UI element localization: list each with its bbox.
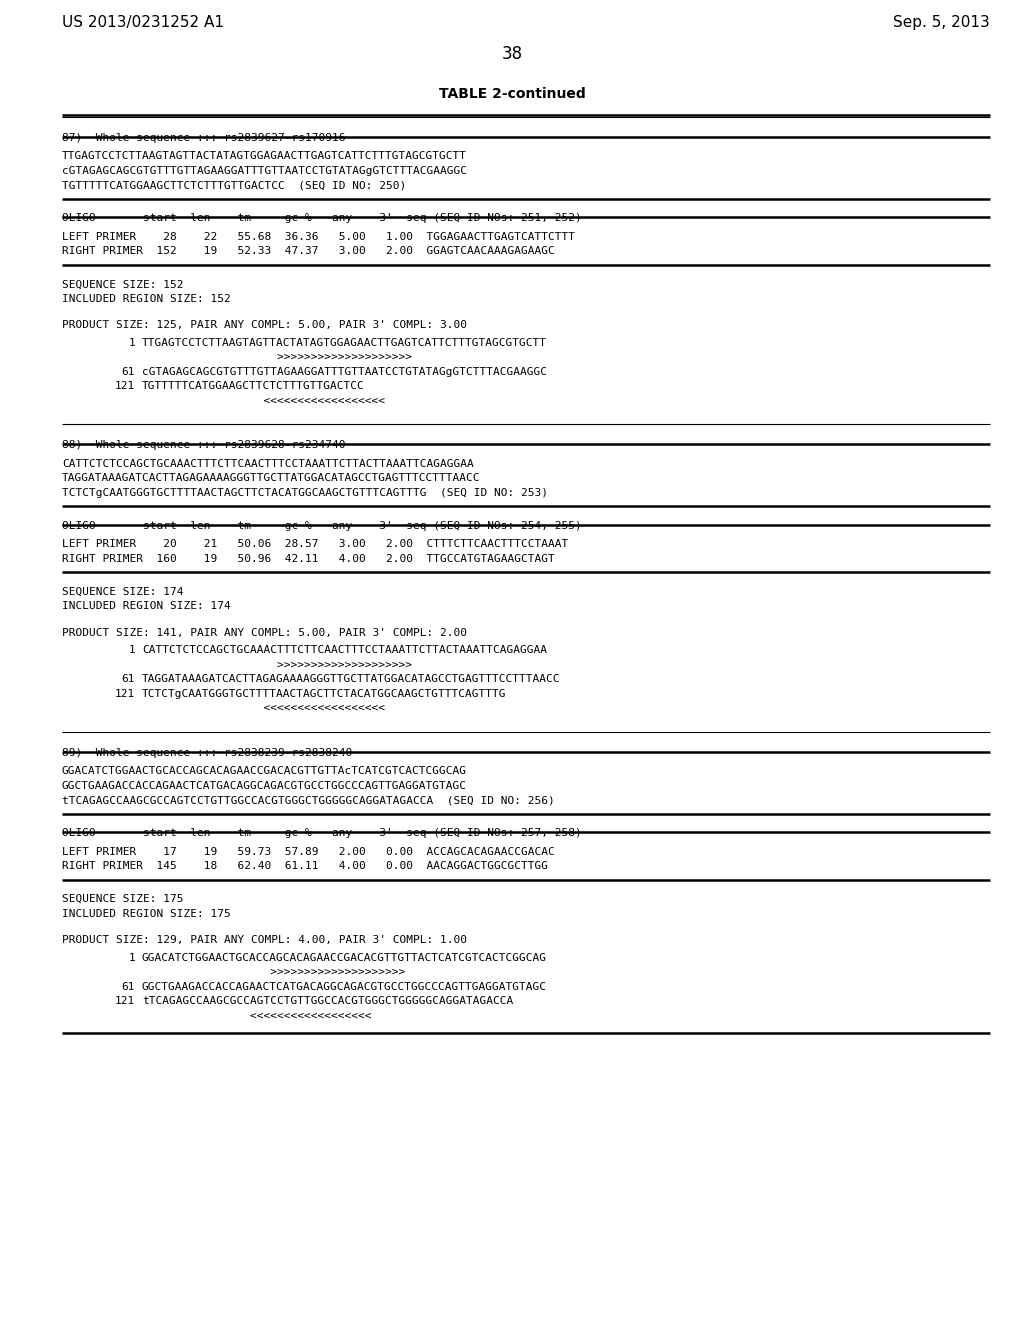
Text: 1: 1 [128, 953, 135, 962]
Text: CATTCTCTCCAGCTGCAAACTTTCTTCAACTTTCCTAAATTCTTACTTAAATTCAGAGGAA: CATTCTCTCCAGCTGCAAACTTTCTTCAACTTTCCTAAAT… [62, 459, 474, 469]
Text: 121: 121 [115, 997, 135, 1006]
Text: >>>>>>>>>>>>>>>>>>>>: >>>>>>>>>>>>>>>>>>>> [142, 968, 406, 977]
Text: INCLUDED REGION SIZE: 152: INCLUDED REGION SIZE: 152 [62, 294, 230, 304]
Text: TAGGATAAAGATCACTTAGAGAAAAGGGTTGCTTATGGACATAGCCTGAGTTTCCTTTAACC: TAGGATAAAGATCACTTAGAGAAAAGGGTTGCTTATGGAC… [142, 675, 560, 684]
Text: LEFT PRIMER    17    19   59.73  57.89   2.00   0.00  ACCAGCACAGAACCGACAC: LEFT PRIMER 17 19 59.73 57.89 2.00 0.00 … [62, 846, 555, 857]
Text: GGCTGAAGACCACCAGAACTCATGACAGGCAGACGTGCCTGGCCCAGTTGAGGATGTAGC: GGCTGAAGACCACCAGAACTCATGACAGGCAGACGTGCCT… [142, 982, 547, 991]
Text: cGTAGAGCAGCGTGTTTGTTAGAAGGATTTGTTAATCCTGTATAGgGTCTTTACGAAGGC: cGTAGAGCAGCGTGTTTGTTAGAAGGATTTGTTAATCCTG… [62, 166, 467, 176]
Text: 61: 61 [122, 675, 135, 684]
Text: >>>>>>>>>>>>>>>>>>>>: >>>>>>>>>>>>>>>>>>>> [142, 352, 412, 363]
Text: 61: 61 [122, 982, 135, 991]
Text: TTGAGTCCTCTTAAGTAGTTACTATAGTGGAGAACTTGAGTCATTCTTTGTAGCGTGCTT: TTGAGTCCTCTTAAGTAGTTACTATAGTGGAGAACTTGAG… [62, 152, 467, 161]
Text: GGACATCTGGAACTGCACCAGCACAGAACCGACACGTTGTTAcTCATCGTCACTCGGCAG: GGACATCTGGAACTGCACCAGCACAGAACCGACACGTTGT… [62, 766, 467, 776]
Text: TCTCTgCAATGGGTGCTTTTAACTAGCTTCTACATGGCAAGCTGTTTCAGTTTG: TCTCTgCAATGGGTGCTTTTAACTAGCTTCTACATGGCAA… [142, 689, 507, 698]
Text: INCLUDED REGION SIZE: 175: INCLUDED REGION SIZE: 175 [62, 908, 230, 919]
Text: 38: 38 [502, 45, 522, 63]
Text: 1: 1 [128, 645, 135, 655]
Text: 88)  Whole sequence ::: rs2839628-rs234740: 88) Whole sequence ::: rs2839628-rs23474… [62, 441, 345, 450]
Text: RIGHT PRIMER  145    18   62.40  61.11   4.00   0.00  AACAGGACTGGCGCTTGG: RIGHT PRIMER 145 18 62.40 61.11 4.00 0.0… [62, 861, 548, 871]
Text: tTCAGAGCCAAGCGCCAGTCCTGTTGGCCACGTGGGCTGGGGGCAGGATAGACCA  (SEQ ID NO: 256): tTCAGAGCCAAGCGCCAGTCCTGTTGGCCACGTGGGCTGG… [62, 795, 555, 805]
Text: SEQUENCE SIZE: 174: SEQUENCE SIZE: 174 [62, 587, 183, 597]
Text: TGTTTTTCATGGAAGCTTCTCTTTGTTGACTCC: TGTTTTTCATGGAAGCTTCTCTTTGTTGACTCC [142, 381, 365, 391]
Text: SEQUENCE SIZE: 175: SEQUENCE SIZE: 175 [62, 894, 183, 904]
Text: 121: 121 [115, 381, 135, 391]
Text: 61: 61 [122, 367, 135, 376]
Text: tTCAGAGCCAAGCGCCAGTCCTGTTGGCCACGTGGGCTGGGGGCAGGATAGACCA: tTCAGAGCCAAGCGCCAGTCCTGTTGGCCACGTGGGCTGG… [142, 997, 513, 1006]
Text: PRODUCT SIZE: 129, PAIR ANY COMPL: 4.00, PAIR 3' COMPL: 1.00: PRODUCT SIZE: 129, PAIR ANY COMPL: 4.00,… [62, 935, 467, 945]
Text: 1: 1 [128, 338, 135, 348]
Text: OLIGO       start  len    tm     gc %   any    3'  seq (SEQ ID NOs: 251, 252): OLIGO start len tm gc % any 3' seq (SEQ … [62, 214, 582, 223]
Text: INCLUDED REGION SIZE: 174: INCLUDED REGION SIZE: 174 [62, 602, 230, 611]
Text: US 2013/0231252 A1: US 2013/0231252 A1 [62, 15, 224, 30]
Text: Sep. 5, 2013: Sep. 5, 2013 [893, 15, 990, 30]
Text: <<<<<<<<<<<<<<<<<<: <<<<<<<<<<<<<<<<<< [142, 704, 385, 713]
Text: TCTCTgCAATGGGTGCTTTTAACTAGCTTCTACATGGCAAGCTGTTTCAGTTTG  (SEQ ID NO: 253): TCTCTgCAATGGGTGCTTTTAACTAGCTTCTACATGGCAA… [62, 488, 548, 498]
Text: 121: 121 [115, 689, 135, 698]
Text: LEFT PRIMER    28    22   55.68  36.36   5.00   1.00  TGGAGAACTTGAGTCATTCTTT: LEFT PRIMER 28 22 55.68 36.36 5.00 1.00 … [62, 232, 575, 242]
Text: LEFT PRIMER    20    21   50.06  28.57   3.00   2.00  CTTTCTTCAACTTTCCTAAAT: LEFT PRIMER 20 21 50.06 28.57 3.00 2.00 … [62, 540, 568, 549]
Text: OLIGO       start  len    tm     gc %   any    3'  seq (SEQ ID NOs: 257, 258): OLIGO start len tm gc % any 3' seq (SEQ … [62, 828, 582, 838]
Text: TTGAGTCCTCTTAAGTAGTTACTATAGTGGAGAACTTGAGTCATTCTTTGTAGCGTGCTT: TTGAGTCCTCTTAAGTAGTTACTATAGTGGAGAACTTGAG… [142, 338, 547, 348]
Text: TAGGATAAAGATCACTTAGAGAAAAGGGTTGCTTATGGACATAGCCTGAGTTTCCTTTAACC: TAGGATAAAGATCACTTAGAGAAAAGGGTTGCTTATGGAC… [62, 474, 480, 483]
Text: PRODUCT SIZE: 141, PAIR ANY COMPL: 5.00, PAIR 3' COMPL: 2.00: PRODUCT SIZE: 141, PAIR ANY COMPL: 5.00,… [62, 628, 467, 638]
Text: cGTAGAGCAGCGTGTTTGTTAGAAGGATTTGTTAATCCTGTATAGgGTCTTTACGAAGGC: cGTAGAGCAGCGTGTTTGTTAGAAGGATTTGTTAATCCTG… [142, 367, 547, 376]
Text: CATTCTCTCCAGCTGCAAACTTTCTTCAACTTTCCTAAATTCTTACTAAATTCAGAGGAA: CATTCTCTCCAGCTGCAAACTTTCTTCAACTTTCCTAAAT… [142, 645, 547, 655]
Text: 87)  Whole sequence ::: rs2839627-rs170916: 87) Whole sequence ::: rs2839627-rs17091… [62, 133, 345, 143]
Text: >>>>>>>>>>>>>>>>>>>>: >>>>>>>>>>>>>>>>>>>> [142, 660, 412, 669]
Text: PRODUCT SIZE: 125, PAIR ANY COMPL: 5.00, PAIR 3' COMPL: 3.00: PRODUCT SIZE: 125, PAIR ANY COMPL: 5.00,… [62, 321, 467, 330]
Text: <<<<<<<<<<<<<<<<<<: <<<<<<<<<<<<<<<<<< [142, 1011, 372, 1020]
Text: GGACATCTGGAACTGCACCAGCACAGAACCGACACGTTGTTACTCATCGTCACTCGGCAG: GGACATCTGGAACTGCACCAGCACAGAACCGACACGTTGT… [142, 953, 547, 962]
Text: RIGHT PRIMER  160    19   50.96  42.11   4.00   2.00  TTGCCATGTAGAAGCTAGT: RIGHT PRIMER 160 19 50.96 42.11 4.00 2.0… [62, 554, 555, 564]
Text: GGCTGAAGACCACCAGAACTCATGACAGGCAGACGTGCCTGGCCCAGTTGAGGATGTAGC: GGCTGAAGACCACCAGAACTCATGACAGGCAGACGTGCCT… [62, 780, 467, 791]
Text: 89)  Whole sequence ::: rs2838239-rs2838240: 89) Whole sequence ::: rs2838239-rs28382… [62, 747, 352, 758]
Text: TABLE 2-continued: TABLE 2-continued [438, 87, 586, 102]
Text: OLIGO       start  len    tm     gc %   any    3'  seq (SEQ ID NOs: 254, 255): OLIGO start len tm gc % any 3' seq (SEQ … [62, 521, 582, 531]
Text: TGTTTTTCATGGAAGCTTCTCTTTGTTGACTCC  (SEQ ID NO: 250): TGTTTTTCATGGAAGCTTCTCTTTGTTGACTCC (SEQ I… [62, 181, 407, 190]
Text: RIGHT PRIMER  152    19   52.33  47.37   3.00   2.00  GGAGTCAACAAAGAGAAGC: RIGHT PRIMER 152 19 52.33 47.37 3.00 2.0… [62, 247, 555, 256]
Text: <<<<<<<<<<<<<<<<<<: <<<<<<<<<<<<<<<<<< [142, 396, 385, 405]
Text: SEQUENCE SIZE: 152: SEQUENCE SIZE: 152 [62, 280, 183, 289]
